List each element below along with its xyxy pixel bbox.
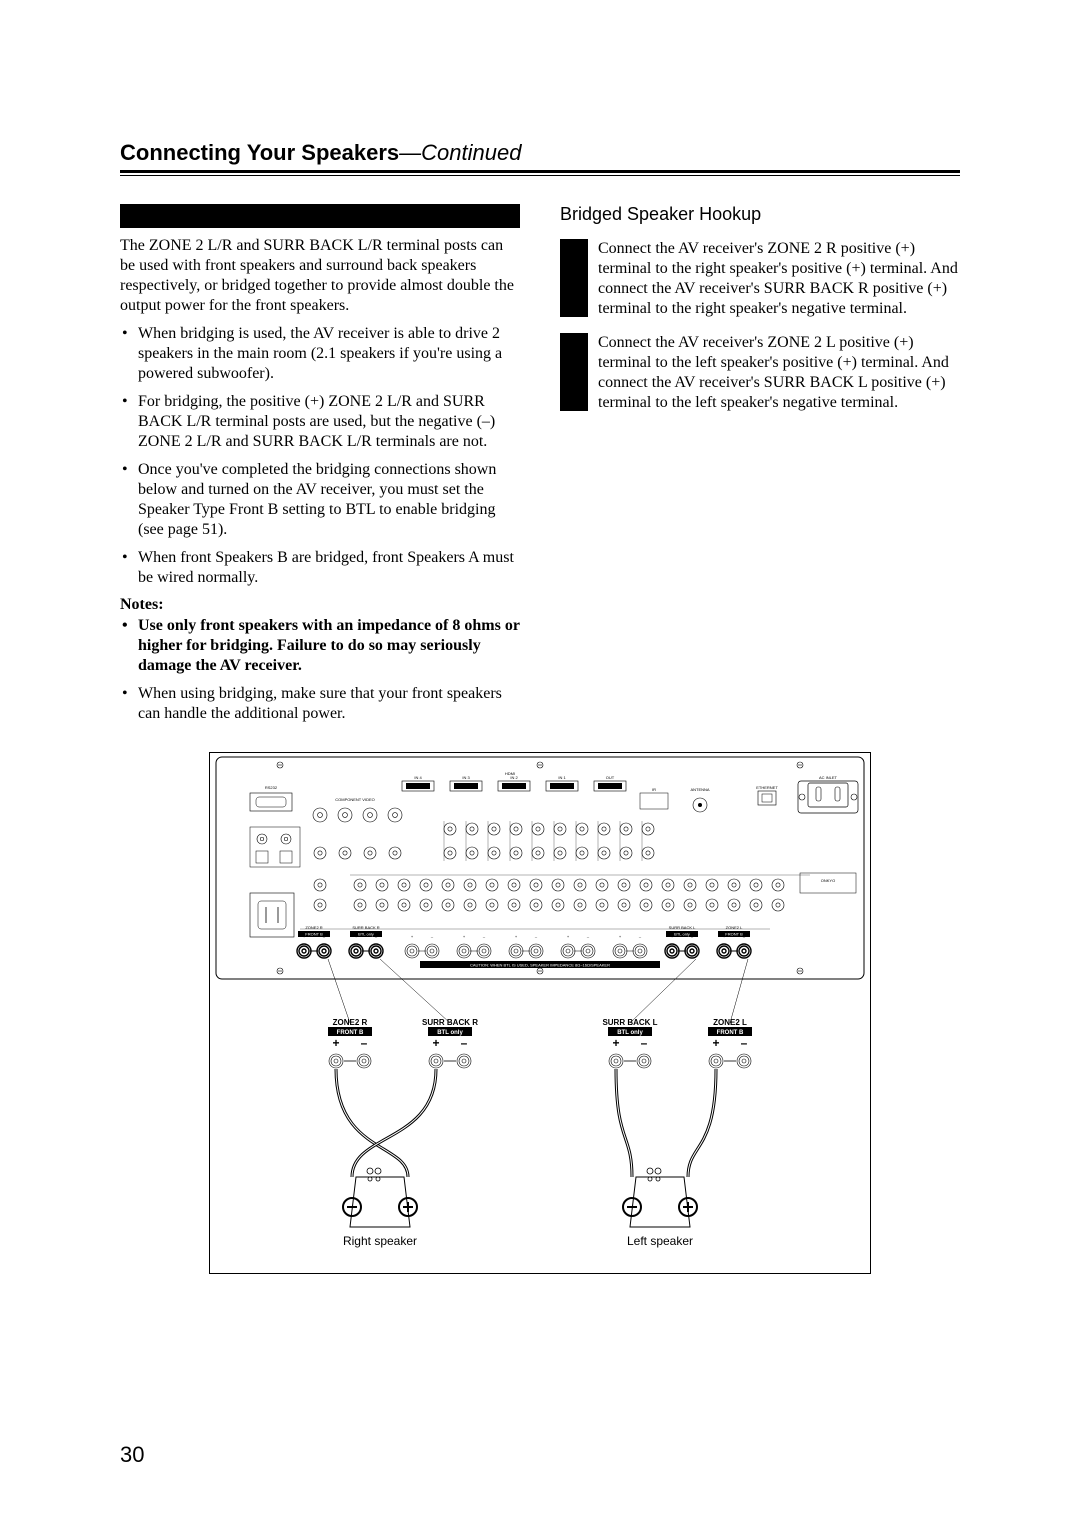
step-number-box bbox=[560, 239, 588, 317]
svg-text:CAUTION: WHEN BTL IS USED, SPE: CAUTION: WHEN BTL IS USED, SPEAKER IMPED… bbox=[470, 963, 610, 968]
page-number: 30 bbox=[120, 1442, 144, 1468]
svg-text:IN 4: IN 4 bbox=[414, 775, 422, 780]
svg-text:–: – bbox=[535, 934, 538, 939]
svg-text:–: – bbox=[431, 934, 434, 939]
svg-text:+: + bbox=[515, 934, 518, 939]
list-item: When using bridging, make sure that your… bbox=[138, 684, 520, 724]
svg-text:FRONT B: FRONT B bbox=[305, 932, 323, 937]
list-item: When bridging is used, the AV receiver i… bbox=[138, 324, 520, 384]
svg-text:–: – bbox=[461, 1036, 468, 1050]
svg-text:ETHERNET: ETHERNET bbox=[756, 785, 778, 790]
svg-text:ZONE2 L: ZONE2 L bbox=[726, 925, 743, 930]
svg-text:–: – bbox=[361, 1036, 368, 1050]
svg-text:Right speaker: Right speaker bbox=[343, 1234, 417, 1248]
list-item: Once you've completed the bridging conne… bbox=[138, 460, 520, 540]
svg-text:SURR BACK L: SURR BACK L bbox=[602, 1018, 657, 1027]
notes-list: Use only front speakers with an impedanc… bbox=[120, 616, 520, 724]
list-item: When front Speakers B are bridged, front… bbox=[138, 548, 520, 588]
svg-text:BTL only: BTL only bbox=[617, 1030, 643, 1036]
svg-text:ZONE2 R: ZONE2 R bbox=[305, 925, 322, 930]
step-text: Connect the AV receiver's ZONE 2 R posit… bbox=[598, 239, 960, 319]
svg-text:BTL only: BTL only bbox=[358, 932, 374, 937]
svg-text:IN 3: IN 3 bbox=[462, 775, 470, 780]
intro-paragraph: The ZONE 2 L/R and SURR BACK L/R termina… bbox=[120, 236, 520, 316]
svg-text:SURR BACK L: SURR BACK L bbox=[669, 925, 696, 930]
notes-heading: Notes: bbox=[120, 596, 520, 614]
step-text: Connect the AV receiver's ZONE 2 L posit… bbox=[598, 333, 960, 413]
columns: The ZONE 2 L/R and SURR BACK L/R termina… bbox=[120, 204, 960, 732]
svg-text:+: + bbox=[432, 1036, 439, 1050]
svg-text:SURR BACK R: SURR BACK R bbox=[352, 925, 379, 930]
rule-thin bbox=[120, 175, 960, 176]
diagram-container: HDMIIN 4IN 3IN 2IN 1OUTRS232ANTENNAIRETH… bbox=[120, 752, 960, 1274]
svg-text:RS232: RS232 bbox=[265, 785, 278, 790]
svg-text:–: – bbox=[741, 1036, 748, 1050]
svg-text:+: + bbox=[567, 934, 570, 939]
svg-text:–: – bbox=[641, 1036, 648, 1050]
svg-text:+: + bbox=[463, 934, 466, 939]
list-item: Use only front speakers with an impedanc… bbox=[138, 616, 520, 676]
step-2: Connect the AV receiver's ZONE 2 L posit… bbox=[560, 333, 960, 413]
svg-text:–: – bbox=[483, 934, 486, 939]
title-main: Connecting Your Speakers bbox=[120, 140, 399, 165]
svg-text:AC INLET: AC INLET bbox=[819, 775, 838, 780]
svg-text:+: + bbox=[612, 1036, 619, 1050]
step-1: Connect the AV receiver's ZONE 2 R posit… bbox=[560, 239, 960, 319]
svg-text:IN 1: IN 1 bbox=[558, 775, 566, 780]
title-continued: —Continued bbox=[399, 140, 521, 165]
svg-text:ZONE2 R: ZONE2 R bbox=[333, 1018, 368, 1027]
svg-text:OUT: OUT bbox=[606, 775, 615, 780]
svg-text:SURR BACK R: SURR BACK R bbox=[422, 1018, 478, 1027]
left-column: The ZONE 2 L/R and SURR BACK L/R termina… bbox=[120, 204, 520, 732]
svg-text:ANTENNA: ANTENNA bbox=[690, 787, 709, 792]
wiring-diagram: HDMIIN 4IN 3IN 2IN 1OUTRS232ANTENNAIRETH… bbox=[209, 752, 871, 1274]
subheading: Bridged Speaker Hookup bbox=[560, 204, 960, 225]
svg-text:BTL only: BTL only bbox=[437, 1030, 463, 1036]
section-bar bbox=[120, 204, 520, 228]
svg-text:IN 2: IN 2 bbox=[510, 775, 518, 780]
svg-text:FRONT B: FRONT B bbox=[725, 932, 743, 937]
svg-text:+: + bbox=[619, 934, 622, 939]
svg-text:+: + bbox=[712, 1036, 719, 1050]
right-column: Bridged Speaker Hookup Connect the AV re… bbox=[560, 204, 960, 732]
svg-text:Left speaker: Left speaker bbox=[627, 1234, 693, 1248]
rule-thick bbox=[120, 170, 960, 173]
svg-text:ONKYO: ONKYO bbox=[821, 878, 835, 883]
svg-text:IR: IR bbox=[652, 787, 656, 792]
svg-text:ZONE2 L: ZONE2 L bbox=[713, 1018, 747, 1027]
svg-text:–: – bbox=[587, 934, 590, 939]
svg-text:BTL only: BTL only bbox=[674, 932, 690, 937]
bullet-list: When bridging is used, the AV receiver i… bbox=[120, 324, 520, 588]
svg-text:+: + bbox=[332, 1036, 339, 1050]
step-number-box bbox=[560, 333, 588, 411]
page-title: Connecting Your Speakers—Continued bbox=[120, 140, 960, 166]
svg-text:+: + bbox=[411, 934, 414, 939]
svg-text:COMPONENT VIDEO: COMPONENT VIDEO bbox=[335, 797, 375, 802]
svg-text:–: – bbox=[639, 934, 642, 939]
list-item: For bridging, the positive (+) ZONE 2 L/… bbox=[138, 392, 520, 452]
